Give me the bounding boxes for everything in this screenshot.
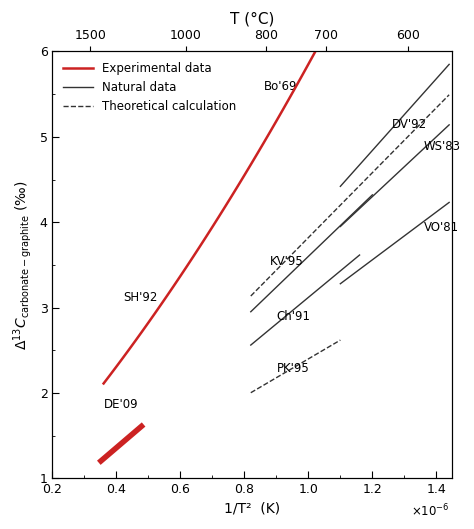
Text: DV'92: DV'92 [392, 118, 427, 131]
Text: Bo'69: Bo'69 [264, 80, 297, 93]
Text: $\times10^{-6}$: $\times10^{-6}$ [410, 503, 449, 519]
Text: SH'92: SH'92 [123, 291, 157, 304]
Text: PK'95: PK'95 [276, 362, 309, 375]
Text: DE'09: DE'09 [104, 398, 138, 412]
Text: KV'95: KV'95 [270, 255, 304, 268]
Y-axis label: $\Delta^{13}C_{\rm carbonate-graphite}$ (‰): $\Delta^{13}C_{\rm carbonate-graphite}$ … [11, 180, 34, 350]
Text: VO'81: VO'81 [424, 221, 459, 234]
Legend: Experimental data, Natural data, Theoretical calculation: Experimental data, Natural data, Theoret… [58, 57, 241, 117]
X-axis label: T (°C): T (°C) [230, 11, 274, 26]
X-axis label: 1/T²  (K): 1/T² (K) [224, 502, 281, 516]
Text: WS'83: WS'83 [424, 140, 461, 153]
Text: Ch'91: Ch'91 [276, 311, 310, 323]
